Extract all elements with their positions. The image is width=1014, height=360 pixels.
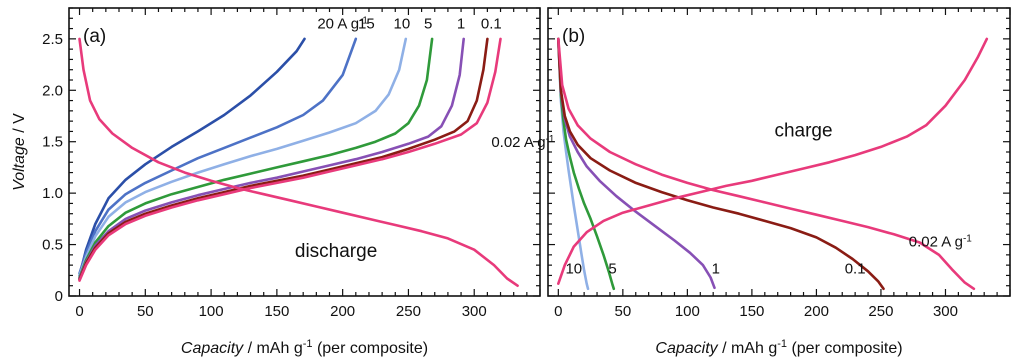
annotation-rate-10: 10: [394, 16, 411, 33]
series-discharge-0.02: [78, 37, 519, 288]
x-tick-label: 50: [137, 303, 154, 320]
x-tick-label: 0: [554, 303, 562, 320]
x-axis-label: Capacity / mAh g-1 (per composite): [181, 338, 428, 357]
annotation-rate-20: 20 A g-1: [317, 15, 368, 32]
panel-label: (b): [562, 26, 585, 47]
series-charge-0.02: [78, 37, 502, 282]
panel-a: 0 50 100 150 200 250 300 0 0.5 1.0 1.5 2.0 2.5 Capaci…: [11, 7, 555, 357]
series-discharge-0.02: [556, 37, 976, 291]
annotation-rate-15: 15: [358, 16, 375, 33]
x-tick-label: 200: [804, 303, 829, 320]
series-charge-0.1: [78, 37, 489, 281]
annotation-rate-1b: 1: [712, 260, 720, 277]
y-tick-label: 1.5: [42, 134, 63, 151]
annotation-rate-5: 5: [424, 16, 432, 33]
x-tick-label: 250: [396, 303, 421, 320]
annotation-label-charge: charge: [774, 121, 832, 142]
series-charge-1: [78, 37, 466, 280]
x-tick-label: 200: [330, 303, 355, 320]
y-tick-label: 1.0: [42, 185, 63, 202]
annotation-rate-10b: 10: [565, 260, 582, 277]
annotation-rate-0.02: 0.02 A g-1: [491, 133, 555, 151]
annotation-rate-0.1b: 0.1: [845, 260, 866, 277]
y-tick-label: 2.5: [42, 31, 63, 48]
y-axis-label: Voltage / V: [11, 113, 28, 191]
panel-b: 0 50 100 150 200 250 300 Capacity / mAh g-1 (pe…: [547, 7, 1011, 357]
annotation-rate-5b: 5: [608, 260, 616, 277]
y-tick-label: 0.5: [42, 237, 63, 254]
series-charge-10: [78, 37, 408, 277]
x-tick-label: 150: [739, 303, 764, 320]
y-tick-label: 2.0: [42, 82, 63, 99]
x-tick-label: 150: [264, 303, 289, 320]
annotation-rate-1: 1: [457, 16, 465, 33]
plot-frame: [547, 7, 1011, 297]
series-charge-0.02b: [556, 37, 989, 286]
annotation-rate-0.1: 0.1: [481, 16, 502, 33]
series-charge-20: [78, 37, 306, 277]
x-tick-label: 250: [868, 303, 893, 320]
annotation-label-discharge: discharge: [295, 241, 377, 262]
x-tick-label: 100: [675, 303, 700, 320]
panel-label: (a): [83, 26, 106, 47]
x-tick-label: 50: [615, 303, 632, 320]
x-tick-label: 300: [933, 303, 958, 320]
series-discharge-5: [556, 37, 616, 291]
annotation-rate-0.02b: 0.02 A g-1: [909, 233, 973, 251]
series-discharge-0.1: [556, 37, 885, 291]
x-axis-label: Capacity / mAh g-1 (per composite): [655, 338, 902, 357]
x-tick-label: 300: [462, 303, 487, 320]
x-tick-label: 0: [75, 303, 83, 320]
y-tick-label: 0: [55, 288, 63, 305]
series-discharge-10: [556, 37, 590, 291]
x-tick-label: 100: [199, 303, 224, 320]
series-charge-5: [78, 37, 434, 279]
series-charge-15: [78, 37, 358, 275]
